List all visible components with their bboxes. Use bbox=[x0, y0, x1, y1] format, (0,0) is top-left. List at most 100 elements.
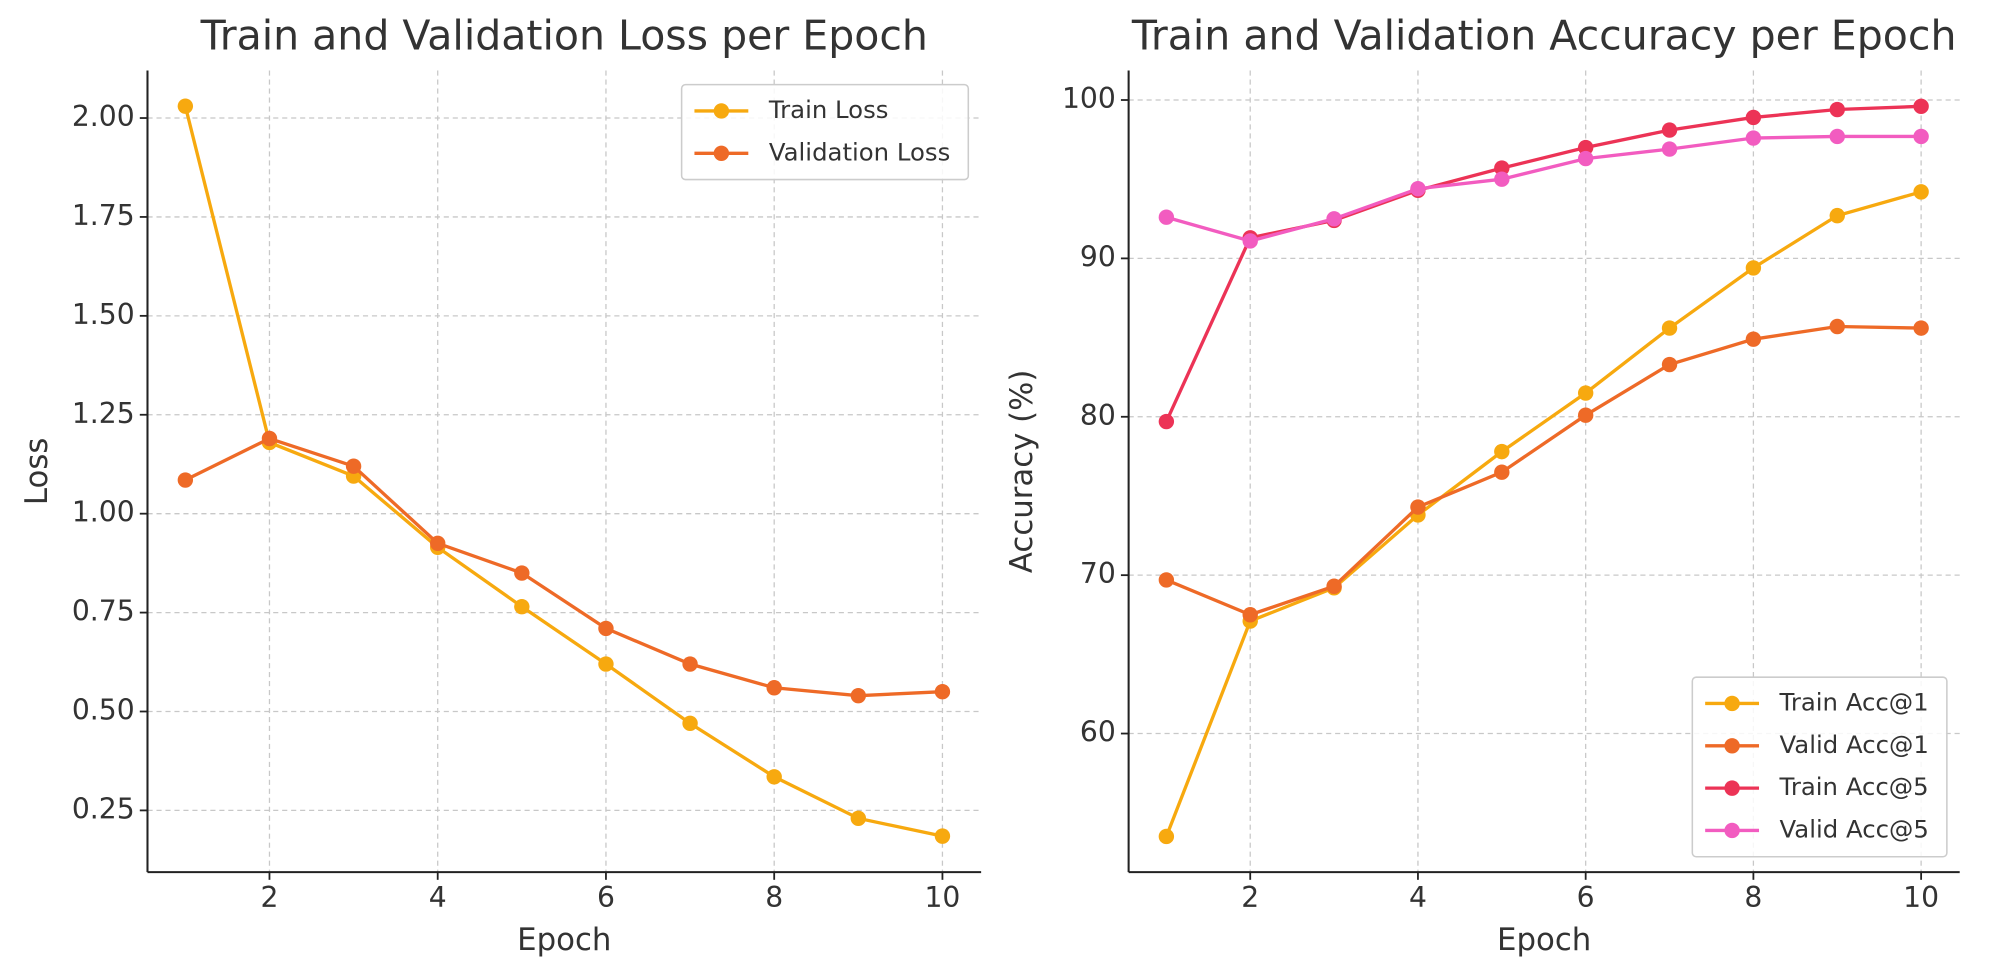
data-point bbox=[682, 715, 698, 732]
data-point bbox=[766, 680, 782, 696]
legend-marker bbox=[1724, 822, 1740, 839]
data-point bbox=[1577, 139, 1594, 156]
data-point bbox=[1661, 141, 1678, 157]
y-tick-label: 1.00 bbox=[72, 496, 135, 529]
x-tick-label: 6 bbox=[597, 881, 615, 914]
data-point bbox=[1913, 184, 1929, 200]
series-line bbox=[184, 436, 943, 698]
data-point bbox=[1410, 181, 1426, 197]
y-tick-label: 0.75 bbox=[72, 595, 135, 628]
legend-label: Valid Acc@1 bbox=[1780, 730, 1929, 759]
x-tick-label: 10 bbox=[1903, 881, 1939, 914]
data-point bbox=[514, 598, 530, 615]
data-point bbox=[1661, 320, 1678, 336]
data-point bbox=[1745, 109, 1762, 126]
legend: Train Loss Validation Loss bbox=[680, 83, 970, 181]
data-point bbox=[1745, 260, 1762, 276]
legend-label: Train Acc@1 bbox=[1779, 687, 1929, 716]
y-axis-label: Loss bbox=[19, 438, 55, 505]
x-tick-label: 10 bbox=[924, 881, 960, 914]
y-tick-label: 1.50 bbox=[72, 298, 135, 331]
legend-marker bbox=[1724, 780, 1740, 796]
data-point bbox=[1158, 828, 1175, 845]
legend-marker bbox=[1724, 738, 1740, 754]
y-tick-label: 1.25 bbox=[72, 397, 135, 430]
legend-box bbox=[680, 83, 970, 181]
data-point bbox=[1158, 572, 1175, 588]
data-point bbox=[1242, 233, 1258, 249]
data-point bbox=[1745, 331, 1762, 347]
data-point bbox=[850, 687, 867, 704]
y-tick-label: 2.00 bbox=[72, 100, 135, 133]
data-point bbox=[766, 769, 782, 785]
data-point bbox=[1745, 130, 1762, 146]
data-point bbox=[1829, 128, 1845, 145]
data-point bbox=[1661, 356, 1678, 373]
data-point bbox=[1577, 385, 1594, 401]
data-point bbox=[934, 684, 951, 700]
data-point bbox=[1577, 407, 1594, 423]
chart-title: Train and Validation Accuracy per Epoch bbox=[1131, 11, 1957, 59]
y-tick-label: 1.75 bbox=[72, 199, 135, 232]
y-tick-label: 90 bbox=[1080, 240, 1116, 273]
data-point bbox=[1326, 578, 1342, 594]
data-point bbox=[1326, 211, 1342, 227]
legend: Train Acc@1 Valid Acc@1 Train Acc@5 Valid A… bbox=[1691, 676, 1948, 858]
data-point bbox=[261, 430, 278, 447]
legend-box bbox=[1691, 676, 1948, 858]
series-line bbox=[1165, 134, 1922, 243]
data-point bbox=[1410, 499, 1426, 515]
data-point bbox=[177, 472, 194, 488]
data-point bbox=[514, 565, 530, 581]
legend-label: Train Loss bbox=[768, 95, 889, 124]
series-line bbox=[1164, 104, 1922, 423]
chart-title: Train and Validation Loss per Epoch bbox=[200, 11, 928, 59]
y-tick-label: 60 bbox=[1080, 716, 1116, 749]
y-tick-label: 0.50 bbox=[72, 693, 135, 726]
x-tick-label: 4 bbox=[429, 881, 447, 914]
y-tick-label: 100 bbox=[1062, 82, 1116, 115]
legend-marker bbox=[1724, 695, 1740, 712]
legend-marker bbox=[713, 145, 730, 161]
series-line bbox=[1164, 190, 1922, 838]
data-point bbox=[1829, 318, 1845, 335]
x-tick-label: 4 bbox=[1409, 881, 1427, 914]
series-line bbox=[1165, 324, 1922, 617]
data-point bbox=[1242, 607, 1258, 623]
data-point bbox=[430, 535, 446, 552]
data-point bbox=[1494, 171, 1510, 187]
data-point bbox=[682, 656, 698, 672]
data-point bbox=[1158, 413, 1175, 430]
y-tick-label: 70 bbox=[1080, 557, 1116, 590]
data-point bbox=[598, 620, 614, 637]
data-point bbox=[177, 98, 194, 114]
data-point bbox=[1661, 122, 1678, 138]
x-tick-label: 2 bbox=[1241, 881, 1259, 914]
data-point bbox=[1494, 443, 1510, 460]
data-point bbox=[850, 810, 867, 827]
data-point bbox=[1494, 160, 1510, 176]
x-axis-label: Epoch bbox=[517, 922, 611, 958]
y-axis-label: Accuracy (%) bbox=[1004, 370, 1040, 573]
y-tick-label: 80 bbox=[1080, 399, 1116, 432]
data-point bbox=[1913, 128, 1929, 145]
data-point bbox=[1829, 207, 1845, 224]
series-line bbox=[183, 105, 943, 838]
data-point bbox=[1577, 150, 1594, 167]
data-point bbox=[1494, 464, 1510, 480]
legend-label: Valid Acc@5 bbox=[1780, 814, 1929, 843]
data-point bbox=[1913, 320, 1929, 336]
x-axis-label: Epoch bbox=[1497, 922, 1591, 958]
data-point bbox=[1913, 98, 1929, 115]
data-point bbox=[934, 828, 951, 844]
legend-label: Train Acc@5 bbox=[1779, 772, 1929, 801]
legend-label: Validation Loss bbox=[769, 137, 950, 166]
x-tick-label: 8 bbox=[765, 881, 783, 914]
legend-marker bbox=[713, 103, 730, 119]
x-tick-label: 8 bbox=[1744, 881, 1762, 914]
x-tick-label: 6 bbox=[1577, 881, 1595, 914]
y-tick-label: 0.25 bbox=[72, 792, 135, 825]
x-tick-label: 2 bbox=[260, 881, 278, 914]
